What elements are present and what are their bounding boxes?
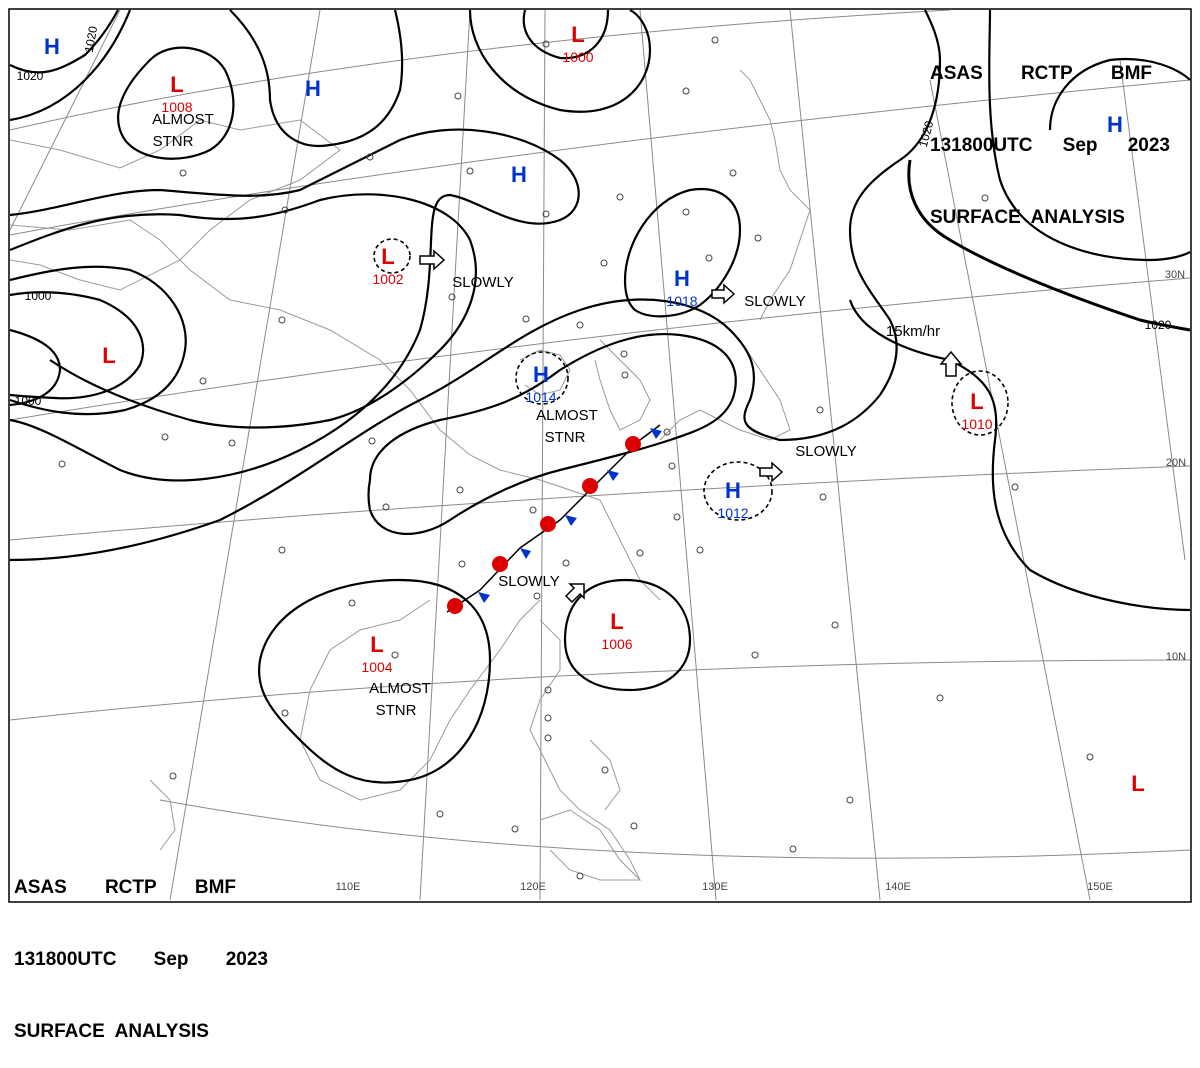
footer-title: SURFACE ANALYSIS (14, 1021, 209, 1042)
map-frame (8, 8, 1192, 903)
center-pressure-value: 1010 (961, 416, 992, 432)
isobar-value-label: 1000 (15, 394, 42, 408)
header-month: Sep (1062, 135, 1098, 156)
header-time: 131800UTC (930, 135, 1033, 156)
latitude-label: 10N (1166, 651, 1186, 663)
center-pressure-value: 1002 (372, 271, 403, 287)
isobar-value-label: 1020 (916, 119, 937, 149)
header-title: SURFACE ANALYSIS (930, 207, 1125, 228)
low-center-symbol: L (102, 343, 115, 368)
isobar-value-label: 1020 (1145, 318, 1172, 332)
high-center-symbol: H (1107, 112, 1123, 137)
stationary-front (446, 424, 662, 614)
low-center-symbol: L (610, 609, 623, 634)
dashed-centers (373, 238, 1009, 521)
longitude-label: 150E (1087, 881, 1113, 893)
center-pressure-value: 1014 (525, 389, 556, 405)
longitude-label: 130E (702, 881, 728, 893)
motion-annotation: SLOWLY (498, 573, 559, 590)
high-center-symbol: H (305, 76, 321, 101)
header-station: RCTP (1020, 63, 1073, 84)
center-pressure-value: 1018 (666, 293, 697, 309)
motion-annotation: ALMOST (536, 407, 598, 424)
motion-annotation: SLOWLY (795, 443, 856, 460)
header-bottom-left: ASAS RCTP BMF 131800UTC Sep 2023 SURFACE ANA… (14, 828, 268, 1068)
low-center-symbol: L (970, 389, 983, 414)
longitude-label: 110E (336, 881, 361, 893)
motion-annotation: STNR (376, 702, 417, 719)
annotations: ALMOST STNR SLOWLY SLOWLY ALMOST STNR SLOWLY SL… (152, 111, 940, 719)
footer-year: 2023 (225, 949, 268, 970)
isobar-labels: 1020 1020 1000 1000 1020 1020 (15, 25, 1172, 408)
header-year: 2023 (1127, 135, 1170, 156)
footer-agency: ASAS (14, 877, 67, 898)
high-center-symbol: H (44, 34, 60, 59)
center-pressure-value: 1004 (361, 659, 392, 675)
latitude-label: 30N (1165, 269, 1185, 281)
high-center-symbol: H (533, 362, 549, 387)
low-center-symbol: L (1131, 771, 1144, 796)
graticule-labels: 30N 20N 10N 110E 120E 130E 140E 150E (336, 269, 1187, 893)
motion-annotation: STNR (545, 429, 586, 446)
low-center-symbol: L (370, 632, 383, 657)
station-plots (58, 36, 1094, 880)
center-pressure-value: 1000 (562, 49, 593, 65)
motion-annotation: ALMOST (369, 680, 431, 697)
center-pressure-value: 1006 (601, 636, 632, 652)
footer-month: Sep (153, 949, 189, 970)
motion-annotation: SLOWLY (452, 274, 513, 291)
motion-annotation: STNR (153, 133, 194, 150)
surface-analysis-map: H H H H 1018 H 1014 H 1012 H L 1008 L 1000 L 1002 L L 1010… (8, 8, 1192, 903)
high-center-symbol: H (674, 266, 690, 291)
isobar-value-label: 1020 (82, 25, 100, 54)
footer-time: 131800UTC (14, 949, 117, 970)
isobars (9, 9, 1191, 784)
high-center-symbol: H (511, 162, 527, 187)
pressure-centers: H H H H 1018 H 1014 H 1012 H L 1008 L 1000 L 1002 L L 1010… (44, 22, 1145, 796)
motion-annotation: ALMOST (152, 111, 214, 128)
header-code: BMF (1110, 63, 1152, 84)
movement-arrows (419, 249, 963, 604)
header-top-right: ASAS RCTP BMF 131800UTC Sep 2023 SURFACE ANA… (930, 14, 1170, 254)
latitude-label: 20N (1166, 457, 1186, 469)
isobar-value-label: 1000 (25, 289, 52, 303)
footer-station: RCTP (104, 877, 157, 898)
longitude-label: 140E (885, 881, 911, 893)
high-center-symbol: H (725, 478, 741, 503)
longitude-label: 120E (520, 881, 546, 893)
low-center-symbol: L (571, 22, 584, 47)
center-pressure-value: 1012 (717, 505, 748, 521)
isobar-value-label: 1020 (17, 69, 44, 83)
header-agency: ASAS (930, 63, 983, 84)
longitude-lines (9, 9, 1186, 901)
footer-code: BMF (194, 877, 236, 898)
motion-annotation: SLOWLY (744, 293, 805, 310)
low-center-symbol: L (381, 244, 394, 269)
motion-annotation: 15km/hr (886, 323, 940, 340)
low-center-symbol: L (170, 72, 183, 97)
center-pressure-value: 1008 (161, 99, 192, 115)
coastlines (9, 69, 811, 881)
